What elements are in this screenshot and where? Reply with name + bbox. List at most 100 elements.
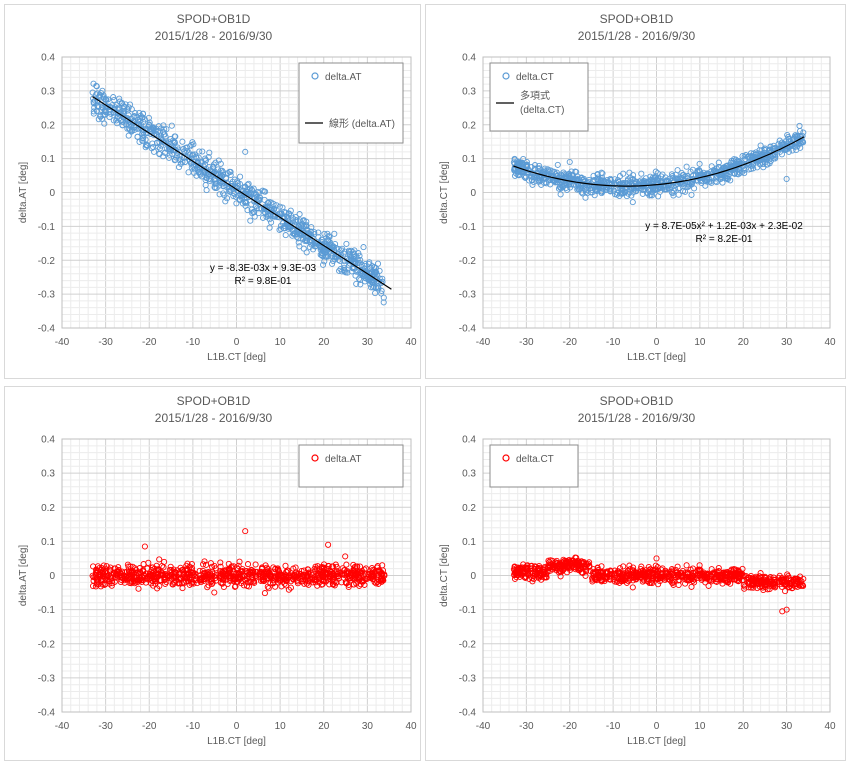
data-point — [645, 563, 652, 571]
data-point — [318, 581, 325, 588]
data-point — [544, 171, 551, 179]
y-tick-label: 0 — [49, 188, 55, 199]
data-point — [230, 192, 237, 200]
data-point — [652, 562, 659, 569]
data-point — [519, 160, 526, 167]
data-point — [267, 212, 274, 219]
data-point — [167, 135, 174, 143]
data-point — [172, 133, 179, 140]
data-point — [653, 177, 661, 184]
data-point-outlier — [242, 528, 249, 535]
chart-panel-at-residual: SPOD+OB1D 2015/1/28 - 2016/9/30 -40 -30 -20 -… — [4, 386, 421, 761]
data-point — [728, 159, 735, 166]
data-point — [302, 223, 309, 230]
data-point — [110, 117, 117, 124]
data-point — [657, 573, 664, 580]
data-point — [726, 575, 733, 582]
data-point — [201, 558, 208, 565]
data-point — [217, 179, 224, 186]
data-point — [283, 582, 290, 589]
data-point — [200, 561, 207, 568]
y-tick-label: 0 — [470, 571, 476, 582]
data-point — [183, 571, 190, 578]
legend-label: 多項式 — [520, 89, 550, 102]
data-point — [677, 179, 684, 187]
data-point — [270, 564, 277, 571]
data-point — [694, 572, 701, 579]
data-point — [184, 570, 191, 577]
data-point — [205, 154, 212, 161]
data-point — [135, 585, 142, 592]
data-point — [537, 176, 544, 184]
data-point — [708, 566, 715, 573]
legend-marker — [502, 454, 510, 462]
data-point — [252, 191, 259, 198]
data-point — [692, 569, 699, 576]
data-point — [792, 576, 799, 583]
chart-title: SPOD+OB1D — [600, 394, 674, 408]
y-tick-label: -0.3 — [459, 290, 477, 301]
data-point — [524, 562, 531, 569]
trendline-equation: R² = 9.8E-01 — [235, 276, 292, 287]
data-point — [208, 577, 215, 585]
data-point — [274, 565, 281, 572]
data-point — [626, 576, 633, 583]
data-point — [148, 577, 155, 584]
data-point — [679, 171, 686, 179]
data-point — [315, 570, 322, 577]
y-tick-label: 0.4 — [41, 435, 55, 446]
x-tick-label: -10 — [606, 337, 621, 348]
data-point — [200, 570, 207, 577]
x-tick-label: 0 — [234, 721, 240, 732]
data-point — [677, 569, 685, 576]
chart-svg-ct-fit: SPOD+OB1D 2015/1/28 - 2016/9/30 -40 -30 -20 -… — [439, 12, 836, 363]
data-point — [701, 573, 708, 580]
data-point — [353, 280, 360, 287]
data-point — [249, 579, 256, 586]
data-point — [311, 574, 318, 581]
data-point — [153, 573, 160, 580]
data-point — [168, 567, 175, 574]
data-point — [192, 153, 199, 160]
data-point — [249, 187, 256, 194]
data-point — [101, 120, 108, 127]
data-point — [268, 219, 275, 226]
data-point — [160, 131, 168, 138]
chart-panel-ct-fit: SPOD+OB1D 2015/1/28 - 2016/9/30 -40 -30 -20 -… — [425, 4, 846, 379]
data-point — [524, 163, 531, 170]
legend-label: delta.AT — [325, 72, 362, 83]
data-point — [694, 167, 701, 174]
chart-panel-at-fit: SPOD+OB1D 2015/1/28 - 2016/9/30 -40 -30 -20 -… — [4, 4, 421, 379]
data-point — [217, 579, 224, 586]
y-tick-label: -0.2 — [459, 639, 477, 650]
data-point — [619, 573, 626, 581]
x-axis-label: L1B.CT [deg] — [627, 352, 686, 363]
data-point — [528, 563, 535, 570]
data-point — [357, 281, 364, 288]
data-point — [674, 563, 681, 570]
data-point — [194, 580, 201, 587]
x-tick-label: 30 — [781, 721, 793, 732]
data-point — [211, 589, 218, 596]
data-point — [758, 578, 765, 585]
data-point — [320, 246, 327, 253]
data-point — [766, 160, 773, 167]
data-point — [655, 581, 662, 588]
data-point — [99, 87, 106, 94]
data-point — [611, 578, 619, 585]
data-point — [296, 575, 304, 582]
data-point — [754, 578, 761, 585]
data-point — [183, 147, 190, 155]
data-point — [180, 579, 187, 586]
data-point — [360, 272, 367, 279]
data-point — [115, 567, 122, 574]
y-tick-label: 0 — [49, 571, 55, 582]
data-point — [172, 573, 179, 580]
data-point — [185, 169, 192, 176]
data-point — [750, 165, 757, 172]
data-point — [117, 570, 124, 577]
data-point — [380, 294, 387, 301]
data-point — [134, 114, 141, 121]
data-point — [752, 152, 759, 159]
data-point — [148, 145, 155, 152]
